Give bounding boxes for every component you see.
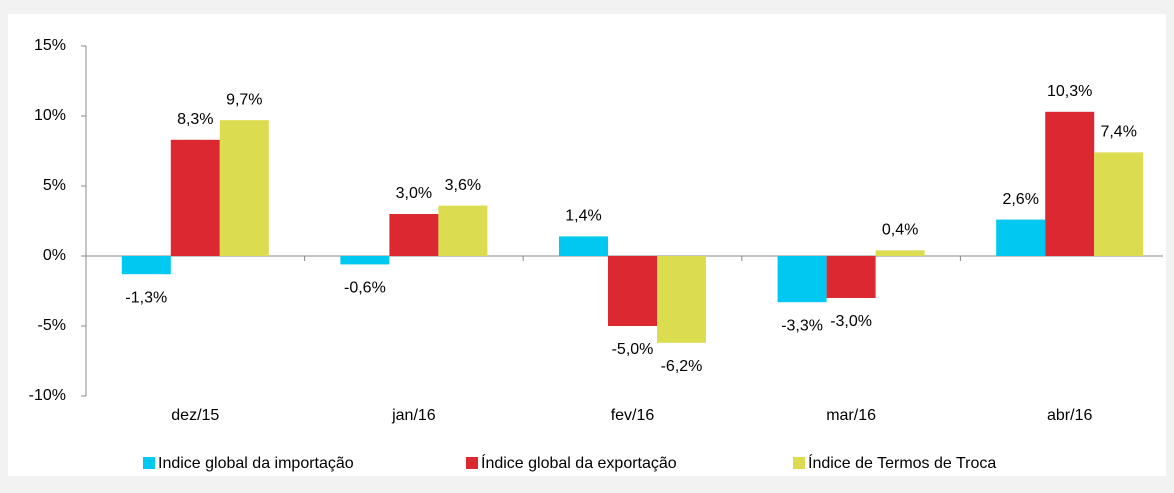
x-tick-label: jan/16 bbox=[391, 407, 436, 424]
value-label: 1,4% bbox=[565, 208, 601, 225]
legend-label: Índice global da exportação bbox=[481, 453, 677, 472]
value-label: 8,3% bbox=[177, 111, 213, 128]
y-tick-label: 0% bbox=[43, 247, 66, 264]
bar bbox=[389, 214, 439, 256]
value-label: 9,7% bbox=[226, 91, 262, 108]
value-label: 2,6% bbox=[1002, 191, 1038, 208]
legend-swatch bbox=[466, 457, 478, 469]
bar bbox=[777, 256, 827, 303]
value-label: -6,2% bbox=[661, 358, 703, 375]
value-label: -3,0% bbox=[830, 313, 872, 330]
bar bbox=[219, 120, 269, 256]
value-label: 7,4% bbox=[1100, 124, 1136, 141]
y-tick-label: -10% bbox=[29, 387, 66, 404]
legend-swatch bbox=[793, 457, 805, 469]
bar bbox=[1094, 152, 1144, 256]
value-label: -0,6% bbox=[344, 280, 386, 297]
value-label: -3,3% bbox=[781, 317, 823, 334]
value-label: 0,4% bbox=[882, 222, 918, 239]
value-label: -1,3% bbox=[125, 289, 167, 306]
bar bbox=[1045, 111, 1095, 256]
bar bbox=[438, 205, 488, 256]
y-tick-label: 10% bbox=[34, 107, 66, 124]
x-tick-label: dez/15 bbox=[171, 407, 219, 424]
bar bbox=[826, 256, 876, 298]
x-tick-label: fev/16 bbox=[611, 407, 655, 424]
y-tick-label: 15% bbox=[34, 37, 66, 54]
bar bbox=[340, 256, 390, 265]
value-label: 3,6% bbox=[445, 177, 481, 194]
value-label: 3,0% bbox=[396, 185, 432, 202]
bar bbox=[121, 256, 171, 275]
bar bbox=[608, 256, 657, 326]
bar bbox=[559, 236, 608, 256]
bar bbox=[657, 256, 706, 343]
legend-label: Indice global da importação bbox=[158, 455, 354, 472]
legend-label: Índice de Termos de Troca bbox=[808, 453, 996, 472]
x-tick-label: mar/16 bbox=[826, 407, 876, 424]
bar bbox=[875, 250, 925, 256]
bar bbox=[996, 219, 1046, 256]
y-tick-label: -5% bbox=[38, 317, 66, 334]
bar bbox=[170, 139, 220, 256]
legend-swatch bbox=[143, 457, 155, 469]
value-label: -5,0% bbox=[612, 341, 654, 358]
x-tick-label: abr/16 bbox=[1047, 407, 1092, 424]
y-tick-label: 5% bbox=[43, 177, 66, 194]
value-label: 10,3% bbox=[1047, 83, 1092, 100]
